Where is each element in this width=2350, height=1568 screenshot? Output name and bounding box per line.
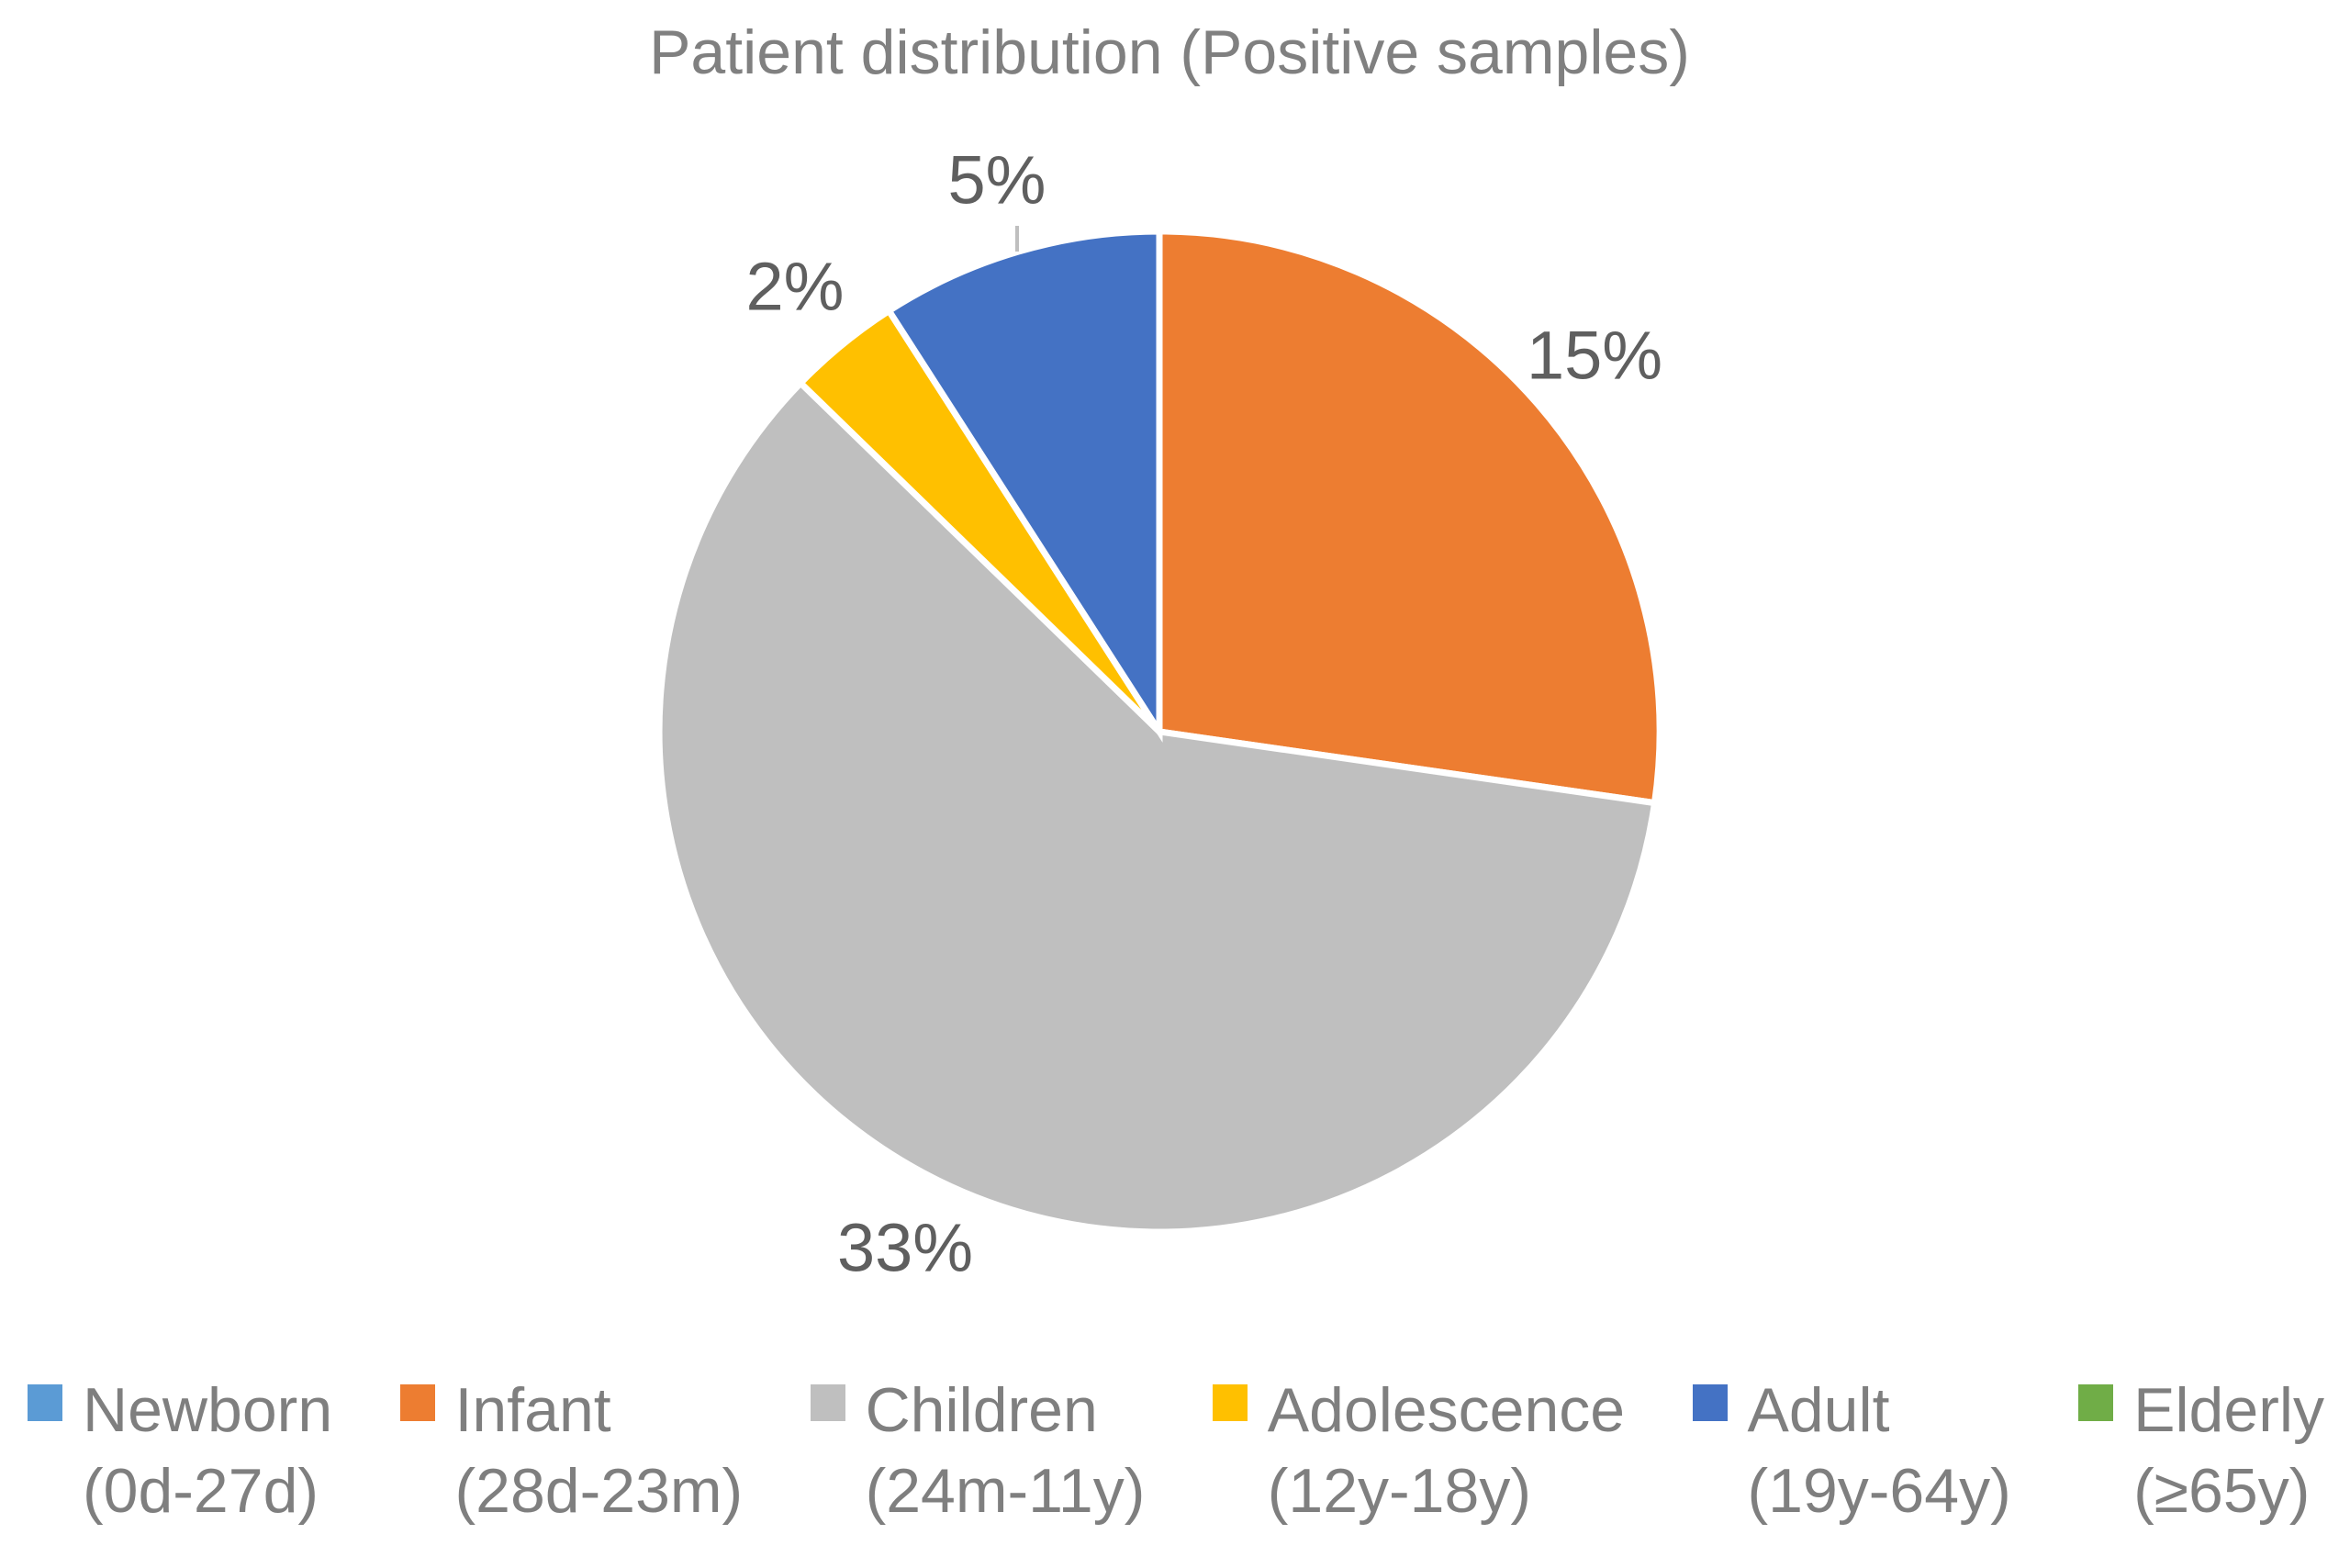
chart-legend: Newborn (0d-27d) Infant (28d-23m) Childr… [28,1370,2324,1532]
legend-label: Newborn [83,1375,333,1445]
legend-swatch-elderly [2078,1384,2114,1421]
legend-swatch-adolescence [1212,1384,1248,1421]
legend-range: (0d-27d) [83,1456,319,1527]
legend-item-adolescence: Adolescence (12y-18y) [1212,1370,1626,1532]
legend-item-adult: Adult (19y-64y) [1692,1370,2011,1532]
pie-slice-infant [1156,228,1663,807]
legend-swatch-adult [1692,1384,1728,1421]
data-label-children: 33% [836,1209,974,1286]
legend-range: (28d-23m) [454,1456,744,1527]
data-label-adult: 5% [947,141,1046,218]
label-leader-line [1015,226,1019,252]
data-label-infant: 15% [1526,317,1663,394]
legend-range: (≥65y) [2133,1456,2311,1527]
legend-range: (24m-11y) [865,1456,1146,1527]
legend-item-children: Children (24m-11y) [810,1370,1146,1532]
legend-swatch-children [810,1384,845,1421]
pie-slice-adult [884,228,1163,743]
legend-swatch-newborn [28,1384,62,1421]
legend-item-newborn: Newborn (0d-27d) [28,1370,332,1532]
legend-swatch-infant [399,1384,435,1421]
legend-label: Adult [1747,1375,1890,1445]
legend-item-infant: Infant (28d-23m) [399,1370,744,1532]
legend-label: Elderly [2133,1375,2324,1445]
legend-range: (19y-64y) [1747,1456,2011,1527]
legend-label: Infant [454,1375,611,1445]
data-label-adolescence: 2% [745,248,845,325]
legend-range: (12y-18y) [1267,1456,1531,1527]
pie-slice-children [655,378,1659,1236]
legend-label: Children [865,1375,1098,1445]
chart-title: Patient distribution (Positive samples) [649,17,1690,87]
legend-item-elderly: Elderly (≥65y) [2078,1370,2324,1532]
legend-label: Adolescence [1267,1375,1626,1445]
